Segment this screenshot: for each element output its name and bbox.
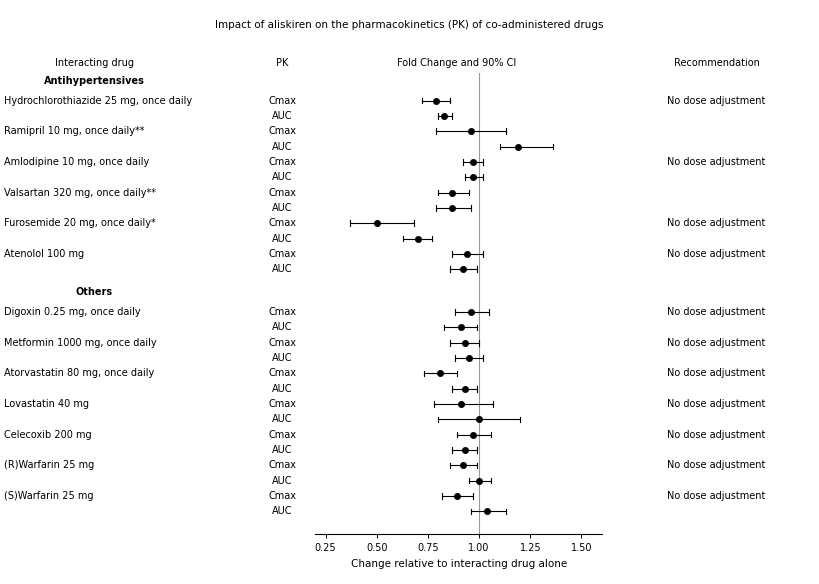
Text: No dose adjustment: No dose adjustment xyxy=(667,218,766,228)
Text: (S)Warfarin 25 mg: (S)Warfarin 25 mg xyxy=(4,491,93,501)
Text: (R)Warfarin 25 mg: (R)Warfarin 25 mg xyxy=(4,460,94,470)
Text: Antihypertensives: Antihypertensives xyxy=(43,76,145,86)
Text: AUC: AUC xyxy=(272,141,293,152)
Text: AUC: AUC xyxy=(272,234,293,244)
Text: Lovastatin 40 mg: Lovastatin 40 mg xyxy=(4,399,89,409)
Text: Furosemide 20 mg, once daily*: Furosemide 20 mg, once daily* xyxy=(4,218,156,228)
Text: No dose adjustment: No dose adjustment xyxy=(667,430,766,440)
Text: Valsartan 320 mg, once daily**: Valsartan 320 mg, once daily** xyxy=(4,187,156,197)
Text: Interacting drug: Interacting drug xyxy=(55,58,133,68)
Text: AUC: AUC xyxy=(272,506,293,516)
Text: Cmax: Cmax xyxy=(269,187,296,197)
Text: No dose adjustment: No dose adjustment xyxy=(667,369,766,378)
Text: No dose adjustment: No dose adjustment xyxy=(667,307,766,317)
Text: Cmax: Cmax xyxy=(269,157,296,167)
Text: Fold Change and 90% CI: Fold Change and 90% CI xyxy=(397,58,517,68)
Text: Cmax: Cmax xyxy=(269,399,296,409)
Text: No dose adjustment: No dose adjustment xyxy=(667,249,766,259)
Text: AUC: AUC xyxy=(272,445,293,455)
Text: Digoxin 0.25 mg, once daily: Digoxin 0.25 mg, once daily xyxy=(4,307,141,317)
Text: AUC: AUC xyxy=(272,111,293,121)
Text: Metformin 1000 mg, once daily: Metformin 1000 mg, once daily xyxy=(4,338,156,347)
Text: Ramipril 10 mg, once daily**: Ramipril 10 mg, once daily** xyxy=(4,126,145,136)
Text: Cmax: Cmax xyxy=(269,491,296,501)
Text: AUC: AUC xyxy=(272,203,293,213)
Text: AUC: AUC xyxy=(272,415,293,425)
Text: Cmax: Cmax xyxy=(269,249,296,259)
Text: Hydrochlorothiazide 25 mg, once daily: Hydrochlorothiazide 25 mg, once daily xyxy=(4,96,192,106)
Text: AUC: AUC xyxy=(272,322,293,332)
Text: PK: PK xyxy=(276,58,289,68)
Text: Recommendation: Recommendation xyxy=(674,58,759,68)
Text: Cmax: Cmax xyxy=(269,430,296,440)
Text: Cmax: Cmax xyxy=(269,369,296,378)
Text: AUC: AUC xyxy=(272,172,293,182)
Text: Atorvastatin 80 mg, once daily: Atorvastatin 80 mg, once daily xyxy=(4,369,154,378)
Text: AUC: AUC xyxy=(272,353,293,363)
Text: No dose adjustment: No dose adjustment xyxy=(667,399,766,409)
Text: Cmax: Cmax xyxy=(269,338,296,347)
Text: No dose adjustment: No dose adjustment xyxy=(667,96,766,106)
Text: Others: Others xyxy=(75,287,113,297)
Text: Cmax: Cmax xyxy=(269,218,296,228)
Text: No dose adjustment: No dose adjustment xyxy=(667,491,766,501)
Text: No dose adjustment: No dose adjustment xyxy=(667,157,766,167)
Text: No dose adjustment: No dose adjustment xyxy=(667,460,766,470)
Text: AUC: AUC xyxy=(272,384,293,394)
Text: Celecoxib 200 mg: Celecoxib 200 mg xyxy=(4,430,92,440)
Text: Cmax: Cmax xyxy=(269,96,296,106)
Text: No dose adjustment: No dose adjustment xyxy=(667,338,766,347)
Text: Cmax: Cmax xyxy=(269,460,296,470)
Text: Amlodipine 10 mg, once daily: Amlodipine 10 mg, once daily xyxy=(4,157,149,167)
Text: Impact of aliskiren on the pharmacokinetics (PK) of co-administered drugs: Impact of aliskiren on the pharmacokinet… xyxy=(215,20,604,30)
Text: Cmax: Cmax xyxy=(269,126,296,136)
Text: Cmax: Cmax xyxy=(269,307,296,317)
Text: Atenolol 100 mg: Atenolol 100 mg xyxy=(4,249,84,259)
X-axis label: Change relative to interacting drug alone: Change relative to interacting drug alon… xyxy=(351,559,567,569)
Text: AUC: AUC xyxy=(272,264,293,274)
Text: AUC: AUC xyxy=(272,476,293,486)
